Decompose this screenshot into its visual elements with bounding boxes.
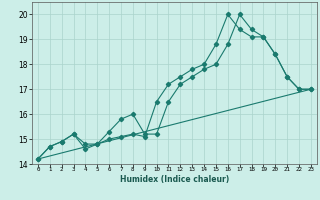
X-axis label: Humidex (Indice chaleur): Humidex (Indice chaleur) xyxy=(120,175,229,184)
